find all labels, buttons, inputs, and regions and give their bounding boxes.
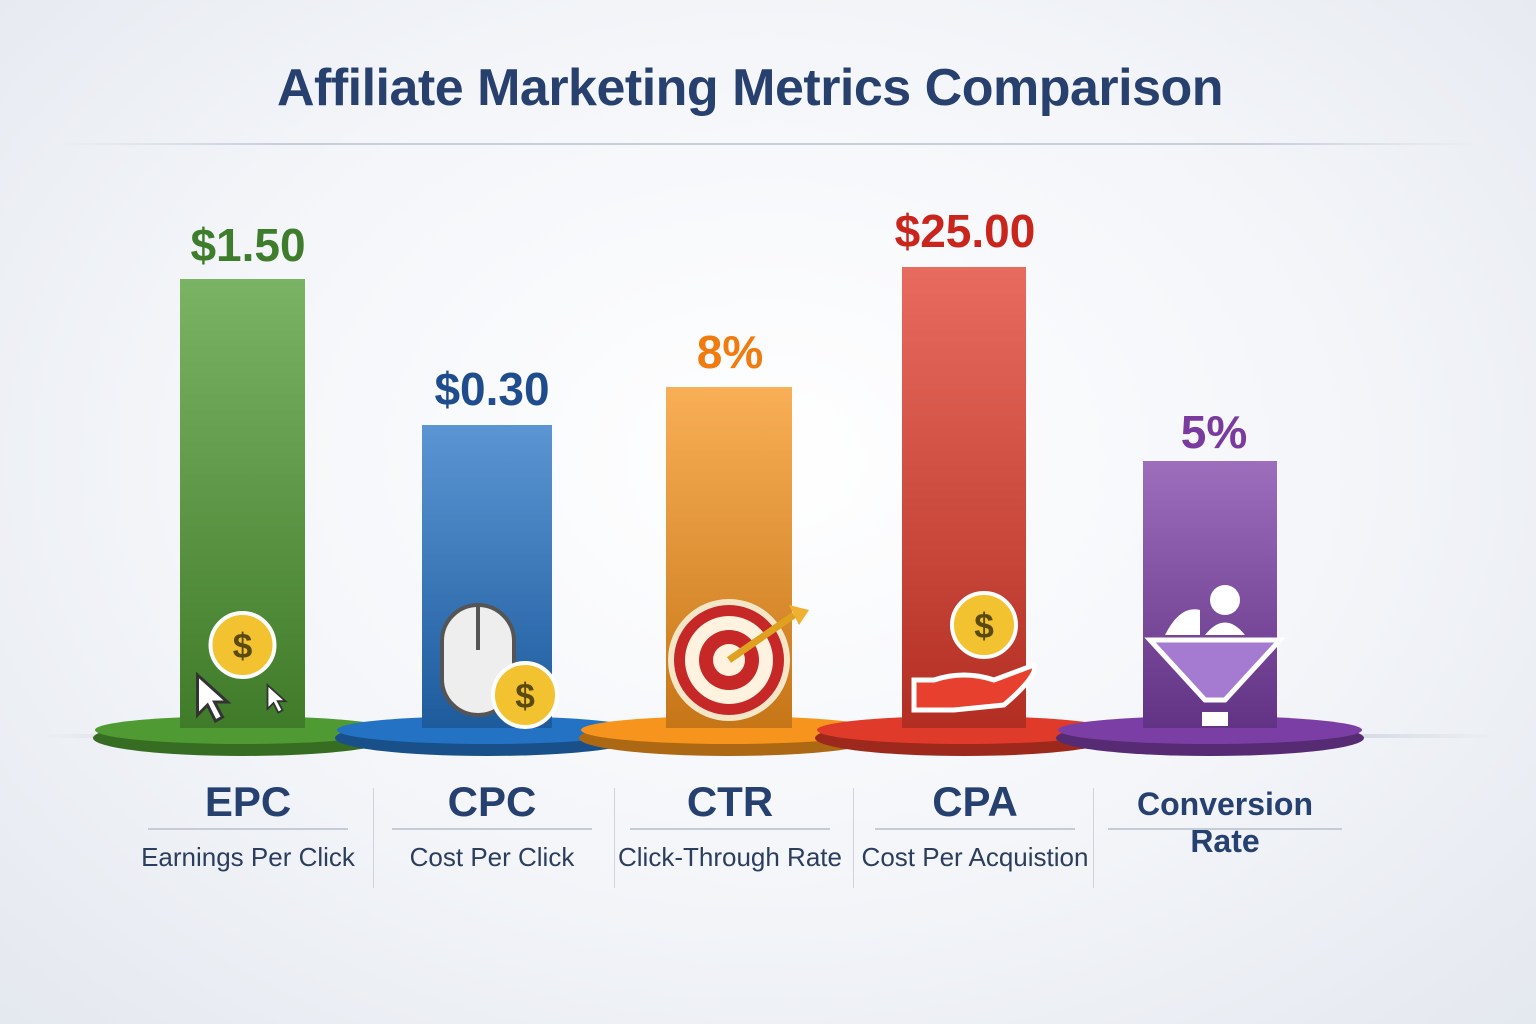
category-label: CPA bbox=[932, 778, 1018, 825]
bar-group-cpa: $ bbox=[815, 267, 1113, 756]
title-divider bbox=[60, 143, 1476, 145]
category-description: Earnings Per Click bbox=[141, 842, 355, 872]
bar-group-conversion-rate bbox=[1056, 461, 1364, 756]
hand-dollar-icon: $ bbox=[911, 591, 1038, 713]
category-label: Conversion Rate bbox=[1136, 786, 1314, 859]
bar-group-epc: $ bbox=[93, 279, 392, 756]
category-description: Cost Per Click bbox=[409, 842, 575, 872]
mouse-dollar-icon: $ bbox=[440, 603, 559, 729]
label-underline bbox=[392, 828, 592, 830]
bar-platform-top bbox=[337, 716, 637, 744]
label-underline bbox=[630, 828, 830, 830]
column-divider bbox=[373, 788, 374, 888]
bar-group-ctr bbox=[579, 387, 879, 756]
category-description: Click-Through Rate bbox=[618, 842, 842, 872]
bar-group-cpc: $ bbox=[335, 425, 639, 756]
value-label: $0.30 bbox=[434, 363, 550, 415]
value-label: 5% bbox=[1180, 406, 1248, 458]
value-label: 8% bbox=[696, 326, 764, 378]
svg-text:$: $ bbox=[515, 677, 535, 716]
funnel-user-icon bbox=[1144, 585, 1286, 726]
svg-text:$: $ bbox=[974, 607, 994, 646]
column-divider bbox=[853, 788, 854, 888]
value-label: $25.00 bbox=[894, 205, 1036, 257]
bar-platform-top bbox=[581, 716, 877, 744]
value-label: $1.50 bbox=[190, 219, 306, 271]
category-description: Cost Per Acquistion bbox=[861, 842, 1089, 872]
bar-platform-top bbox=[1058, 716, 1362, 744]
category-label: CTR bbox=[686, 778, 774, 825]
label-underline bbox=[148, 828, 348, 830]
svg-text:$: $ bbox=[233, 627, 253, 666]
label-underline bbox=[1108, 828, 1342, 830]
bar-platform-top bbox=[817, 716, 1111, 744]
bar bbox=[902, 267, 1026, 728]
column-divider bbox=[1093, 788, 1094, 888]
label-underline bbox=[875, 828, 1075, 830]
target-arrow-icon bbox=[668, 599, 809, 721]
category-label: CPC bbox=[447, 778, 537, 825]
chart-title: Affiliate Marketing Metrics Comparison bbox=[276, 59, 1224, 117]
category-label: EPC bbox=[204, 778, 292, 825]
dollar-cursor-icon: $ bbox=[196, 611, 288, 724]
bar-platform-top bbox=[95, 716, 390, 744]
column-divider bbox=[614, 788, 615, 888]
